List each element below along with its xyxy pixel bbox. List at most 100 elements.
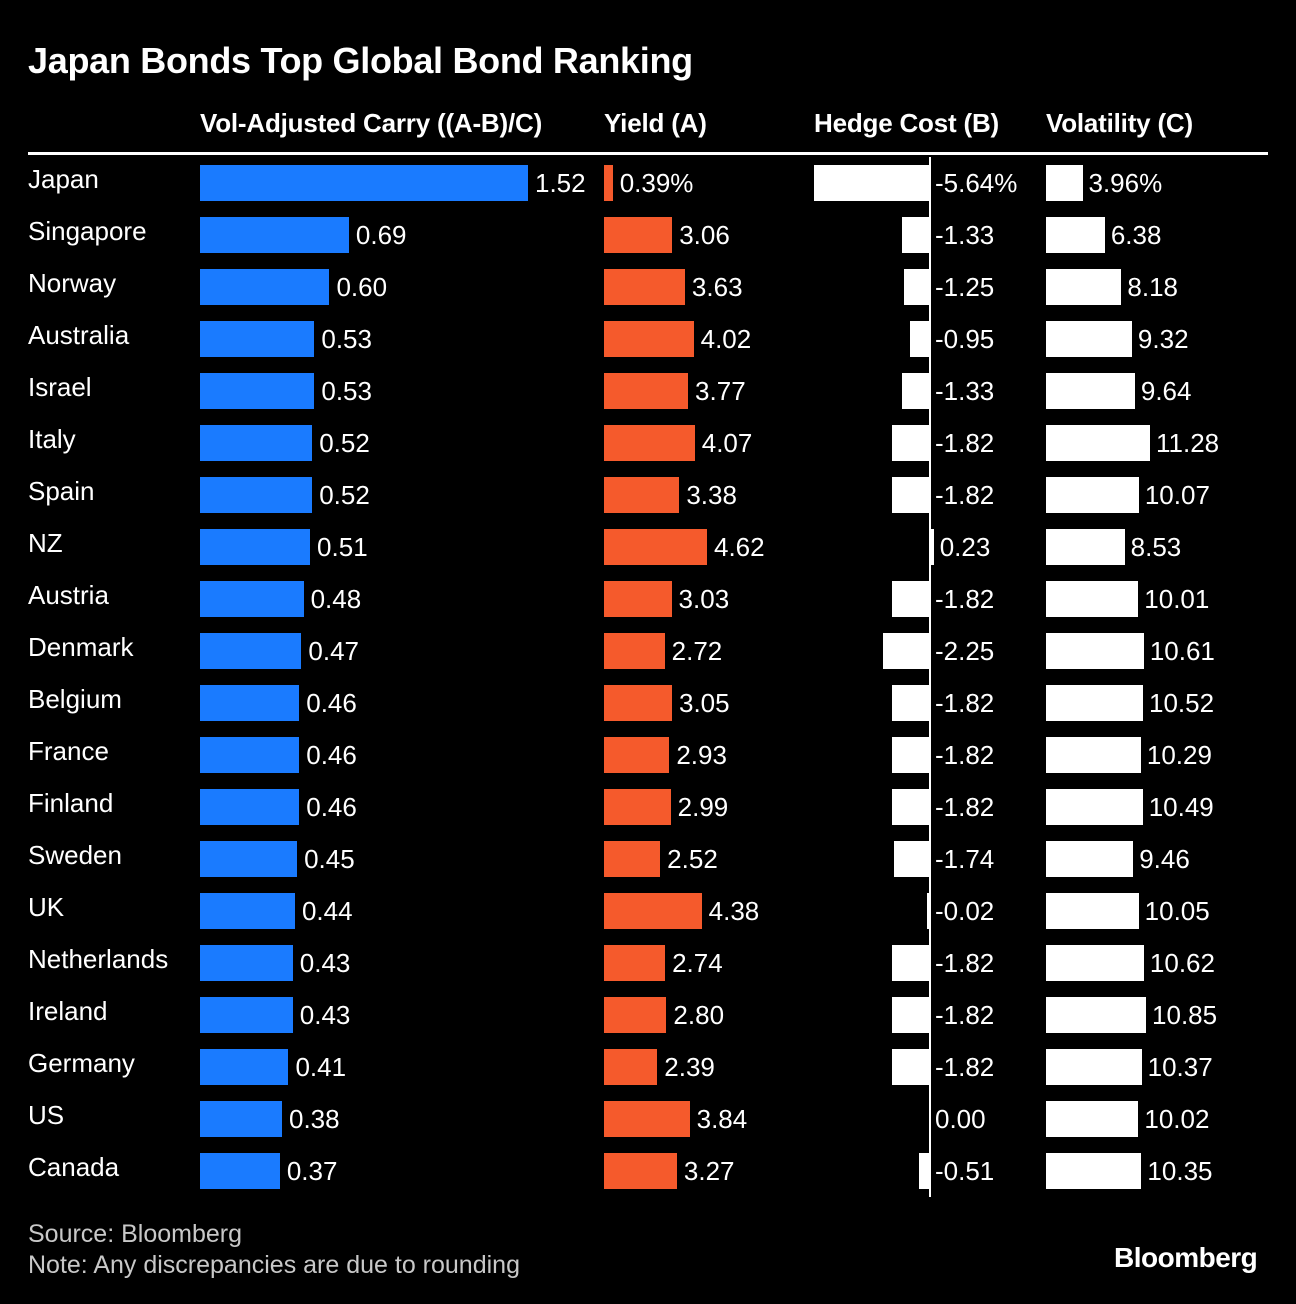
bloomberg-logo: Bloomberg [1114, 1242, 1258, 1273]
volatility-value: 10.61 [1149, 636, 1215, 666]
carry-value: 0.46 [306, 740, 357, 770]
country-label: Finland [28, 788, 114, 818]
header-volatility: Volatility (C) [1046, 108, 1193, 138]
yield-bar [604, 685, 672, 721]
hedge-bar [903, 269, 929, 305]
hedge-axis [929, 677, 931, 729]
carry-value: 0.53 [321, 376, 372, 406]
volatility-value: 6.38 [1110, 220, 1162, 250]
yield-bar [604, 1101, 690, 1137]
yield-bar [604, 789, 671, 825]
carry-value: 0.41 [295, 1052, 347, 1082]
yield-bar [604, 1153, 677, 1189]
volatility-bar [1046, 373, 1135, 409]
hedge-bar [901, 373, 929, 409]
yield-bar [604, 269, 685, 305]
yield-value: 2.52 [667, 844, 718, 874]
volatility-value: 10.62 [1149, 948, 1215, 978]
yield-value: 2.74 [672, 948, 723, 978]
carry-value: 0.45 [304, 844, 355, 874]
carry-bar [200, 737, 300, 773]
country-label: Norway [28, 268, 117, 298]
volatility-bar [1046, 1153, 1142, 1189]
carry-bar [200, 945, 293, 981]
hedge-value: -2.25 [935, 636, 995, 666]
carry-bar [200, 1049, 289, 1085]
carry-value: 0.46 [306, 688, 357, 718]
carry-value: 0.60 [336, 272, 388, 302]
yield-bar [604, 1049, 658, 1085]
hedge-axis [929, 729, 931, 781]
hedge-axis [929, 989, 931, 1041]
carry-value: 0.53 [321, 324, 372, 354]
yield-bar [604, 737, 670, 773]
hedge-axis [929, 781, 931, 833]
chart-title: Japan Bonds Top Global Bond Ranking [28, 40, 693, 81]
volatility-value: 10.29 [1146, 740, 1212, 770]
yield-value: 3.63 [691, 272, 743, 302]
yield-value: 2.99 [677, 792, 729, 822]
carry-value: 0.44 [301, 896, 353, 926]
yield-bar [604, 165, 613, 201]
hedge-bar [918, 1153, 929, 1189]
yield-value: 2.39 [664, 1052, 715, 1082]
yield-value: 2.72 [671, 636, 723, 666]
country-label: Canada [28, 1152, 120, 1182]
hedge-value: -1.82 [935, 688, 995, 718]
hedge-value: -0.02 [935, 896, 995, 926]
source-note: Source: Bloomberg [28, 1220, 243, 1248]
hedge-axis [929, 521, 931, 573]
yield-value: 4.62 [714, 532, 765, 562]
volatility-value: 9.64 [1140, 376, 1192, 406]
hedge-bar [929, 529, 934, 565]
carry-bar [200, 373, 315, 409]
volatility-value: 8.53 [1130, 532, 1182, 562]
carry-value: 0.43 [299, 948, 351, 978]
volatility-bar [1046, 1049, 1142, 1085]
hedge-bar [891, 425, 929, 461]
yield-value: 4.38 [708, 896, 760, 926]
hedge-bar [891, 945, 929, 981]
country-label: Sweden [28, 840, 122, 870]
carry-bar [200, 321, 315, 357]
country-label: Australia [28, 320, 130, 350]
header-yield: Yield (A) [604, 108, 707, 138]
country-label: Denmark [28, 632, 134, 662]
yield-bar [604, 893, 702, 929]
volatility-bar [1046, 893, 1139, 929]
volatility-value: 10.49 [1148, 792, 1214, 822]
yield-value: 3.77 [695, 376, 746, 406]
hedge-value: -1.82 [935, 428, 995, 458]
volatility-bar [1046, 1101, 1139, 1137]
hedge-bar [883, 633, 929, 669]
country-label: Germany [28, 1048, 135, 1078]
hedge-axis [929, 833, 931, 885]
volatility-value: 10.07 [1144, 480, 1210, 510]
hedge-value: -1.25 [935, 272, 995, 302]
yield-bar [604, 841, 661, 877]
yield-value: 3.05 [678, 688, 730, 718]
yield-value: 4.02 [700, 324, 752, 354]
volatility-value: 10.52 [1148, 688, 1215, 718]
carry-bar [200, 893, 295, 929]
volatility-bar [1046, 321, 1132, 357]
carry-bar [200, 477, 313, 513]
hedge-bar [891, 1049, 929, 1085]
country-label: Israel [28, 372, 92, 402]
carry-value: 0.37 [286, 1156, 338, 1186]
yield-bar [604, 997, 667, 1033]
volatility-value: 10.02 [1144, 1104, 1210, 1134]
hedge-value: 0.23 [939, 532, 991, 562]
yield-value: 0.39% [619, 168, 694, 198]
hedge-bar [901, 217, 929, 253]
volatility-bar [1046, 425, 1150, 461]
volatility-value: 10.01 [1144, 584, 1210, 614]
hedge-axis [929, 573, 931, 625]
carry-bar [200, 789, 300, 825]
volatility-bar [1046, 685, 1143, 721]
hedge-axis [929, 1093, 931, 1145]
hedge-bar [909, 321, 929, 357]
hedge-value: -1.82 [935, 584, 995, 614]
hedge-value: -1.82 [935, 792, 995, 822]
country-label: Belgium [28, 684, 122, 714]
